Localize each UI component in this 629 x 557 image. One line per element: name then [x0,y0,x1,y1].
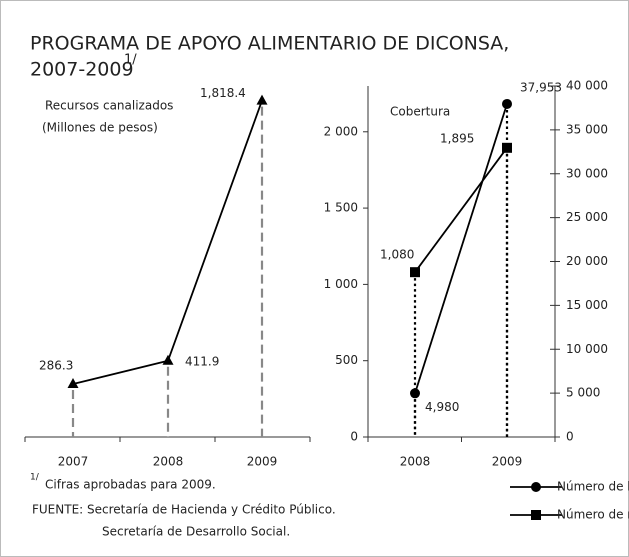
y2-tick-label: 35 000 [566,122,608,136]
legend-label: Número de municipios [557,508,629,522]
y2-tick-label: 40 000 [566,79,608,93]
y2-tick-label: 30 000 [566,166,608,180]
title-line: PROGRAMA DE APOYO ALIMENTARIO DE DICONSA… [30,33,509,55]
line [414,103,508,394]
marker [502,142,512,153]
marker [531,510,541,520]
legend-label: Número de localidades [557,480,629,494]
y2-tick-label: 15 000 [566,298,608,312]
x-tick-label: 2007 [58,455,89,469]
y2-tick-label: 0 [566,430,574,444]
x-tick-label: 2009 [247,455,278,469]
y2-tick-label: 10 000 [566,342,608,356]
x-tick-label: 2009 [492,455,523,469]
panel-label: Recursos canalizados [45,99,173,113]
marker [67,378,79,389]
marker [162,354,174,365]
marker [531,482,541,492]
y-tick-label: 500 [335,353,358,367]
title-note: 1/ [124,53,137,68]
data-label: 37,953 [520,80,562,94]
title-line: 2007-2009 [30,59,134,81]
y-tick-label: 0 [350,430,358,444]
marker [410,388,420,399]
panel-label: Cobertura [390,105,450,119]
source: Secretaría de Desarrollo Social. [102,525,290,539]
y-tick-label: 1 000 [324,277,358,291]
x-tick-label: 2008 [153,455,184,469]
y-tick-label: 1 500 [324,201,358,215]
data-label: 1,080 [380,248,414,262]
y2-tick-label: 20 000 [566,254,608,268]
data-label: 1,818.4 [200,86,246,100]
panel-label: (Millones de pesos) [42,121,158,135]
y2-tick-label: 25 000 [566,210,608,224]
marker [410,267,420,278]
footnote: Cifras aprobadas para 2009. [45,478,216,492]
data-label: 286.3 [39,359,73,373]
data-label: 1,895 [440,131,474,145]
marker [256,94,268,105]
footnote-mark: 1/ [30,473,40,483]
marker [502,98,512,109]
source: FUENTE: Secretaría de Hacienda y Crédito… [32,503,336,517]
y-tick-label: 2 000 [324,124,358,138]
line [414,147,508,273]
data-label: 4,980 [425,400,459,414]
data-label: 411.9 [185,354,219,368]
x-tick-label: 2008 [400,455,431,469]
y2-tick-label: 5 000 [566,386,600,400]
